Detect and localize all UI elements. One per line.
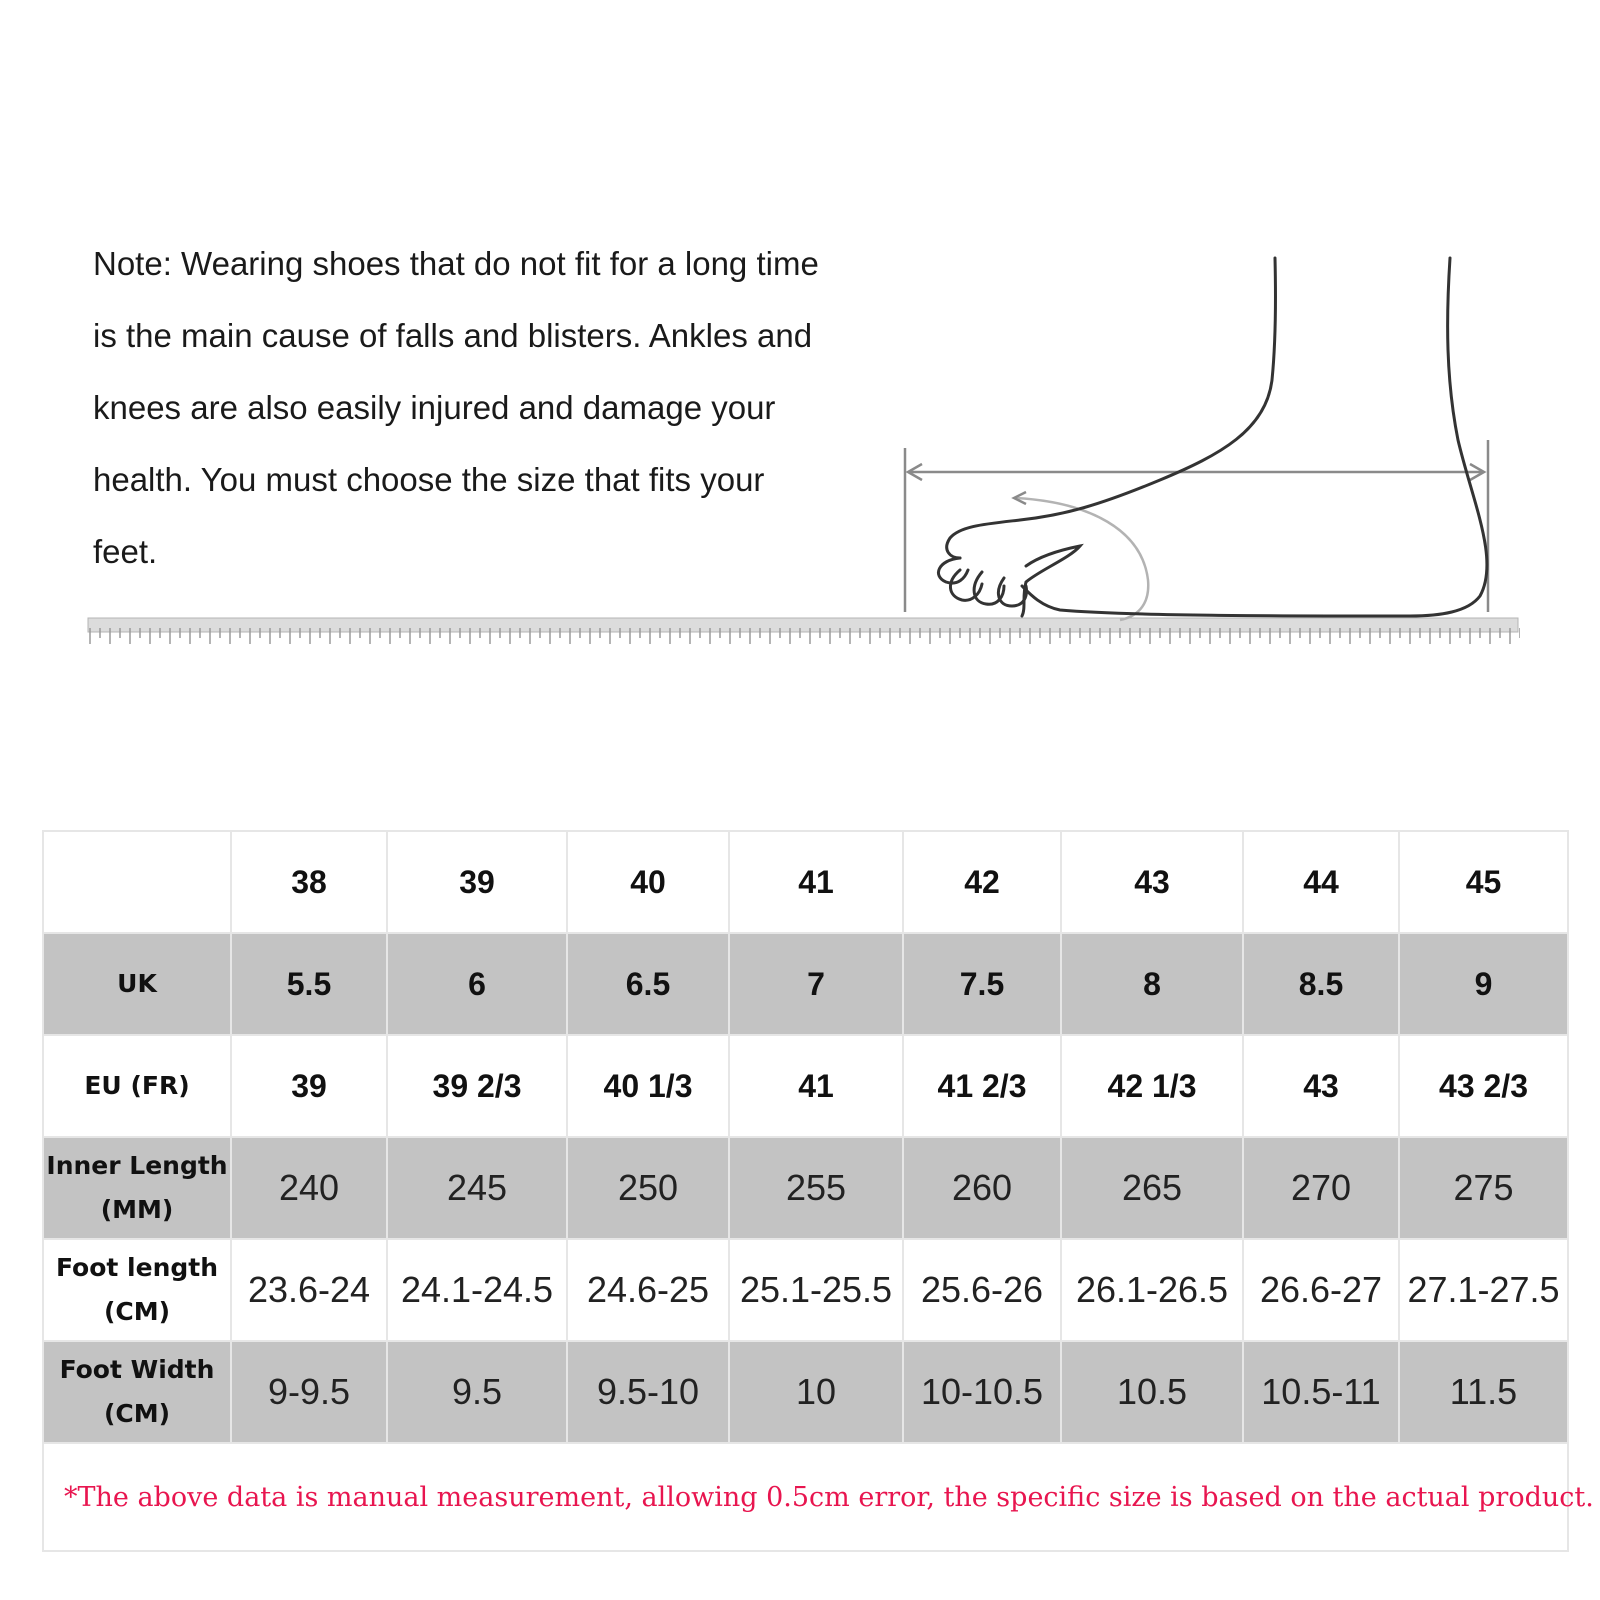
table-cell: 41 [728, 1034, 904, 1138]
table-cell: 245 [386, 1136, 568, 1240]
toe-outline [1014, 496, 1150, 622]
table-cell: 26.1-26.5 [1060, 1238, 1244, 1342]
table-cell: 10.5-11 [1242, 1340, 1400, 1444]
table-cell: 9 [1398, 932, 1569, 1036]
foot-measurement-illustration [87, 256, 1520, 644]
size-header-cell: 39 [386, 830, 568, 934]
uk-size-row: UK 5.5 6 6.5 7 7.5 8 8.5 9 [42, 932, 1569, 1036]
size-chart-table: 38 39 40 41 42 43 44 45 UK 5.5 6 6.5 7 7… [42, 830, 1594, 1552]
table-cell: 5.5 [230, 932, 388, 1036]
row-label: Foot Width (CM) [42, 1340, 232, 1444]
table-cell: 8 [1060, 932, 1244, 1036]
table-cell: 9.5-10 [566, 1340, 730, 1444]
table-cell: 7.5 [902, 932, 1062, 1036]
table-cell: 275 [1398, 1136, 1569, 1240]
table-cell: 43 2/3 [1398, 1034, 1569, 1138]
table-cell: 8.5 [1242, 932, 1400, 1036]
table-cell: 7 [728, 932, 904, 1036]
ruler [87, 617, 1520, 644]
size-header-row: 38 39 40 41 42 43 44 45 [42, 830, 1569, 934]
size-header-cell: 44 [1242, 830, 1400, 934]
table-cell: 24.6-25 [566, 1238, 730, 1342]
row-label: Inner Length (MM) [42, 1136, 232, 1240]
foot-outline [937, 256, 1489, 618]
table-cell: 10 [728, 1340, 904, 1444]
table-cell: 10-10.5 [902, 1340, 1062, 1444]
table-cell: 9-9.5 [230, 1340, 388, 1444]
table-cell: 260 [902, 1136, 1062, 1240]
table-cell: 6 [386, 932, 568, 1036]
size-header-cell: 42 [902, 830, 1062, 934]
table-cell: 250 [566, 1136, 730, 1240]
table-cell: 39 2/3 [386, 1034, 568, 1138]
table-cell: 23.6-24 [230, 1238, 388, 1342]
foot-width-row: Foot Width (CM) 9-9.5 9.5 9.5-10 10 10-10… [42, 1340, 1569, 1444]
table-cell: 42 1/3 [1060, 1034, 1244, 1138]
row-label: EU (FR) [42, 1034, 232, 1138]
table-cell: 39 [230, 1034, 388, 1138]
table-cell: 10.5 [1060, 1340, 1244, 1444]
size-header-cell: 45 [1398, 830, 1569, 934]
table-cell: 270 [1242, 1136, 1400, 1240]
table-cell: 11.5 [1398, 1340, 1569, 1444]
table-cell: 9.5 [386, 1340, 568, 1444]
table-cell: 240 [230, 1136, 388, 1240]
footnote: *The above data is manual measurement, a… [64, 1481, 1594, 1513]
table-cell: 26.6-27 [1242, 1238, 1400, 1342]
size-header-cell: 41 [728, 830, 904, 934]
table-cell: 41 2/3 [902, 1034, 1062, 1138]
table-cell: 40 1/3 [566, 1034, 730, 1138]
table-cell: 6.5 [566, 932, 730, 1036]
size-header-cell: 40 [566, 830, 730, 934]
row-label: UK [42, 932, 232, 1036]
size-header-cell: 43 [1060, 830, 1244, 934]
inner-length-row: Inner Length (MM) 240 245 250 255 260 265… [42, 1136, 1569, 1240]
table-cell: 43 [1242, 1034, 1400, 1138]
table-cell: 265 [1060, 1136, 1244, 1240]
footnote-row: *The above data is manual measurement, a… [42, 1442, 1594, 1552]
row-label: Foot length (CM) [42, 1238, 232, 1342]
table-cell: 25.6-26 [902, 1238, 1062, 1342]
fit-note: Note: Wearing shoes that do not fit for … [93, 245, 819, 570]
corner-cell [42, 830, 232, 934]
table-cell: 255 [728, 1136, 904, 1240]
table-cell: 27.1-27.5 [1398, 1238, 1569, 1342]
foot-length-row: Foot length (CM) 23.6-24 24.1-24.5 24.6-2… [42, 1238, 1569, 1342]
table-cell: 25.1-25.5 [728, 1238, 904, 1342]
eu-size-row: EU (FR) 39 39 2/3 40 1/3 41 41 2/3 42 1/… [42, 1034, 1569, 1138]
size-header-cell: 38 [230, 830, 388, 934]
length-arrow [903, 440, 1490, 612]
table-cell: 24.1-24.5 [386, 1238, 568, 1342]
footnote-cell: *The above data is manual measurement, a… [42, 1442, 1594, 1552]
